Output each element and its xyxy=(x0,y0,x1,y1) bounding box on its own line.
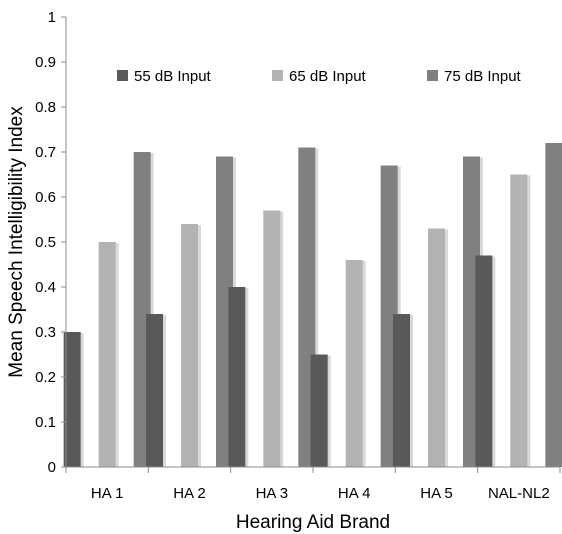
bar xyxy=(98,242,116,467)
bar xyxy=(428,228,445,467)
legend-label: 65 dB Input xyxy=(289,68,367,85)
legend-swatch xyxy=(272,70,283,81)
y-axis-title: Mean Speech Intelligibility Index xyxy=(6,106,27,378)
bars-group xyxy=(63,143,562,467)
legend-swatch xyxy=(427,70,438,81)
bar xyxy=(63,332,81,467)
x-tick-label: HA 3 xyxy=(256,485,289,502)
y-tick-label: 0.8 xyxy=(35,99,56,116)
bar xyxy=(393,314,410,467)
bar xyxy=(545,143,562,467)
bar xyxy=(146,314,163,467)
legend-label: 55 dB Input xyxy=(134,68,212,85)
y-tick-label: 0.7 xyxy=(35,144,56,161)
y-tick-label: 0.1 xyxy=(35,414,56,431)
x-tick-label: HA 5 xyxy=(420,485,453,502)
legend-swatch xyxy=(117,70,128,81)
bar xyxy=(181,224,198,467)
y-tick-label: 0 xyxy=(48,459,56,476)
y-tick-label: 0.3 xyxy=(35,324,56,341)
x-tick-label: HA 1 xyxy=(91,485,124,502)
bar xyxy=(310,354,328,467)
legend-label: 75 dB Input xyxy=(444,68,522,85)
y-tick-label: 0.4 xyxy=(35,279,56,296)
x-axis-ticks: HA 1 HA 2 HA 3 HA 4 HA 5 NAL-NL2 xyxy=(65,467,561,502)
x-tick-label: HA 2 xyxy=(173,485,206,502)
x-tick-label: HA 4 xyxy=(338,485,371,502)
y-tick-label: 0.9 xyxy=(35,54,56,71)
y-axis-ticks: 0 0.1 0.2 0.3 0.4 0.5 0.6 0.7 0.8 0.9 1 xyxy=(35,9,66,476)
bar xyxy=(510,174,528,467)
x-tick-label: NAL-NL2 xyxy=(488,485,550,502)
y-tick-label: 0.6 xyxy=(35,189,56,206)
bar xyxy=(228,287,246,467)
legend: 55 dB Input 65 dB Input 75 dB Input xyxy=(117,68,522,85)
y-tick-label: 0.5 xyxy=(35,234,56,251)
y-tick-label: 1 xyxy=(48,9,56,26)
y-tick-label: 0.2 xyxy=(35,369,56,386)
bar xyxy=(345,260,363,467)
bar xyxy=(263,210,281,467)
bar xyxy=(475,255,493,467)
x-axis-title: Hearing Aid Brand xyxy=(236,512,390,533)
